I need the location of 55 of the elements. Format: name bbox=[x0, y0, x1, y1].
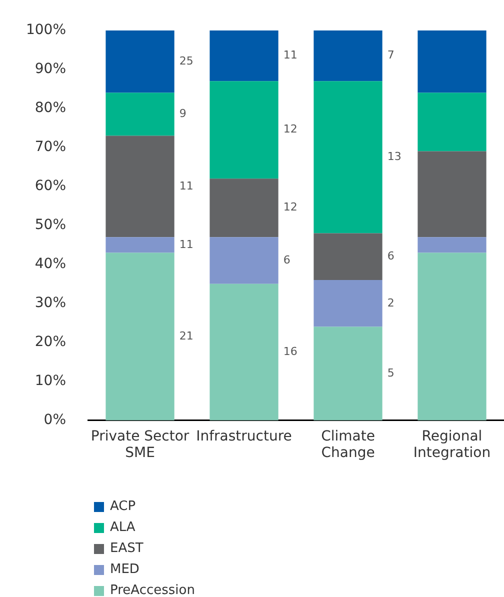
annotation: 11 bbox=[179, 179, 194, 192]
annotation: 16 bbox=[283, 345, 298, 358]
bar bbox=[418, 237, 486, 253]
y-tick-label: 90% bbox=[34, 61, 66, 78]
annotation: 9 bbox=[179, 107, 186, 120]
legend-label: EAST bbox=[110, 541, 144, 556]
legend-label: ACP bbox=[110, 499, 136, 514]
annotation: 11 bbox=[179, 238, 194, 251]
y-tick-label: 70% bbox=[34, 139, 66, 156]
legend-label: MED bbox=[110, 562, 140, 577]
y-tick-label: 60% bbox=[34, 178, 66, 194]
annotation: 6 bbox=[283, 253, 290, 266]
y-tick-label: 10% bbox=[34, 373, 66, 390]
annotation: 11 bbox=[283, 48, 298, 62]
y-tick-label: 100% bbox=[26, 22, 66, 38]
annotation: 5 bbox=[387, 366, 394, 380]
bar bbox=[314, 81, 382, 234]
y-tick-label: 50% bbox=[34, 217, 66, 234]
bar bbox=[106, 92, 174, 136]
y-tick-label: 20% bbox=[34, 334, 66, 350]
bar bbox=[314, 30, 382, 82]
y-tick-label: 40% bbox=[34, 256, 66, 272]
legend-label: PreAccession bbox=[110, 583, 195, 597]
x-tick-label: Regional Integration bbox=[413, 428, 491, 462]
legend-label: ALA bbox=[110, 520, 136, 535]
annotation: 13 bbox=[387, 150, 402, 164]
x-tick-label: Private Sector SME bbox=[90, 428, 190, 462]
bar bbox=[210, 284, 278, 420]
bar bbox=[106, 237, 174, 253]
bar bbox=[314, 280, 382, 327]
bar bbox=[314, 326, 382, 420]
bar bbox=[418, 252, 486, 420]
bar bbox=[418, 30, 486, 93]
y-tick-label: 80% bbox=[34, 100, 66, 116]
annotation: 12 bbox=[283, 200, 298, 214]
annotation: 25 bbox=[179, 54, 194, 68]
annotation: 21 bbox=[179, 329, 194, 342]
x-tick-label: Infrastructure bbox=[196, 428, 292, 444]
bar bbox=[210, 81, 278, 179]
annotation: 6 bbox=[387, 249, 394, 262]
bar bbox=[106, 136, 174, 238]
annotation: 12 bbox=[283, 122, 298, 136]
bar bbox=[314, 233, 382, 280]
annotation: 7 bbox=[387, 48, 394, 62]
annotation: 2 bbox=[387, 296, 394, 310]
bar bbox=[210, 30, 278, 82]
bar bbox=[210, 178, 278, 238]
x-tick-label: Climate Change bbox=[321, 428, 375, 462]
bar bbox=[106, 30, 174, 93]
bar bbox=[418, 151, 486, 238]
y-tick-label: 0% bbox=[44, 412, 66, 428]
bar bbox=[418, 92, 486, 152]
y-tick-label: 30% bbox=[34, 295, 66, 312]
bar bbox=[210, 237, 278, 284]
bar bbox=[106, 252, 174, 420]
